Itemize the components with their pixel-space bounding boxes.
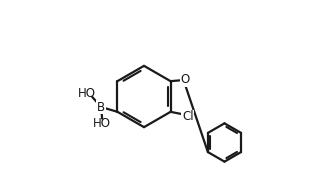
Text: O: O [180,73,190,86]
Text: HO: HO [93,117,111,130]
Text: B: B [97,101,105,113]
Text: HO: HO [78,87,96,100]
Text: Cl: Cl [182,110,194,123]
